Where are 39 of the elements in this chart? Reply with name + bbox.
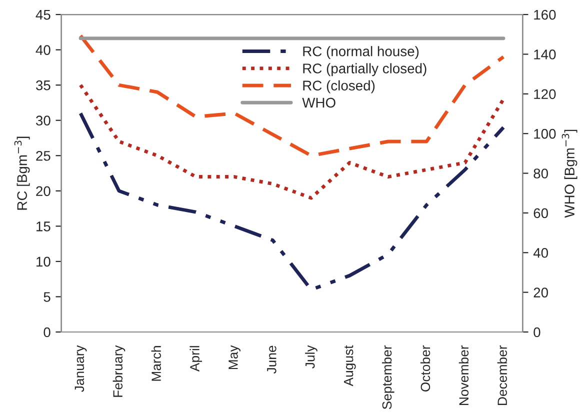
x-tick-label: March — [151, 346, 161, 381]
x-tick-label: December — [497, 345, 507, 405]
y2-tick-label: 100 — [534, 128, 556, 139]
y2-axis-title: WHO [Bgm$^{−3}$] — [562, 130, 578, 218]
y2-tick-label: 140 — [534, 50, 556, 60]
y2-tick-label: 20 — [534, 288, 548, 298]
legend-label: RC (partially closed) — [303, 63, 426, 76]
x-tick-label: November — [458, 345, 469, 405]
y-tick-label: 30 — [36, 116, 50, 126]
y-tick-label: 0 — [44, 327, 50, 338]
x-tick-label: July — [305, 345, 318, 368]
y-axis-title: RC [Bgm$^{−3}$] — [14, 136, 30, 210]
x-tick-label: April — [190, 346, 202, 372]
y2-tick-label: 60 — [534, 208, 548, 218]
x-tick-label: May — [228, 345, 240, 370]
x-tick-label: October — [420, 345, 430, 392]
legend-label: RC (normal house) — [303, 46, 419, 60]
y-tick-label: 35 — [36, 80, 50, 90]
y2-tick-label: 160 — [534, 10, 556, 20]
y2-tick-label: 80 — [534, 168, 548, 178]
x-tick-label: January — [74, 345, 87, 392]
y2-tick-label: 0 — [534, 327, 540, 338]
y-tick-label: 45 — [36, 10, 50, 20]
x-tick-label: August — [344, 345, 356, 386]
x-tick-label: February — [112, 345, 126, 397]
y2-tick-label: 120 — [534, 89, 556, 100]
y-tick-label: 15 — [36, 222, 50, 232]
line-series — [78, 112, 506, 292]
legend-label: WHO — [302, 98, 336, 108]
y-tick-label: 20 — [36, 186, 50, 196]
legend-label: RC (closed) — [303, 80, 375, 94]
x-tick-label: June — [267, 346, 276, 374]
y-tick-label: 5 — [44, 292, 50, 302]
line-series — [78, 34, 506, 158]
y2-tick-label: 40 — [533, 248, 548, 258]
y-tick-label: 40 — [36, 45, 50, 55]
x-tick-label: September — [382, 345, 394, 410]
y-tick-label: 10 — [36, 256, 50, 267]
y-tick-label: 25 — [36, 150, 50, 161]
